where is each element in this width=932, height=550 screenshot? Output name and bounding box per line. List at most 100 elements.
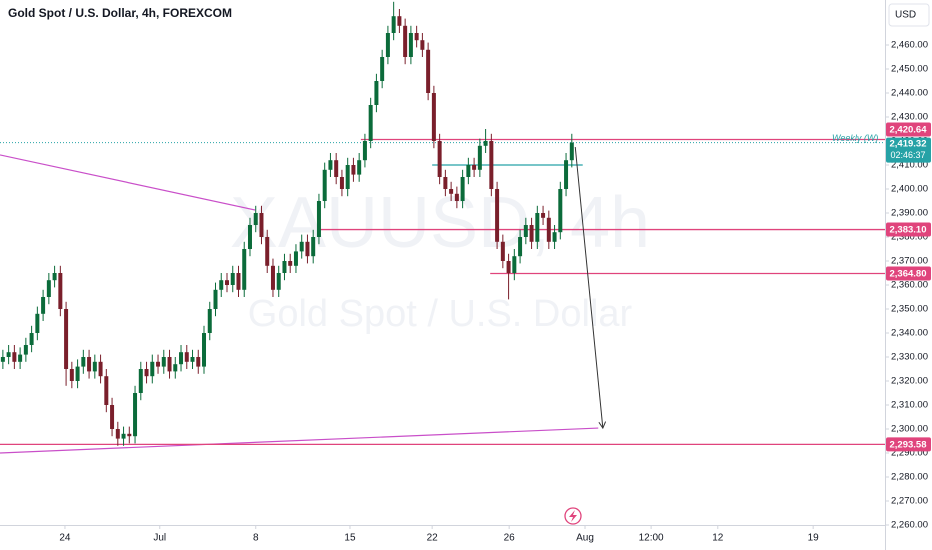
y-tick-label: 2,460.00 bbox=[891, 40, 928, 51]
candle-body bbox=[12, 352, 17, 362]
candle-body bbox=[69, 369, 74, 381]
candle-body bbox=[46, 280, 51, 297]
candle-body bbox=[558, 189, 563, 233]
candle-body bbox=[75, 366, 80, 381]
candle-body bbox=[552, 232, 557, 242]
price-label-box bbox=[886, 222, 931, 237]
candle-body bbox=[466, 165, 471, 177]
candle-body bbox=[23, 345, 28, 355]
candle-body bbox=[265, 237, 270, 266]
candle-body bbox=[276, 273, 281, 290]
y-tick-label: 2,390.00 bbox=[891, 208, 928, 219]
candle-body bbox=[437, 141, 442, 177]
candle-body bbox=[242, 249, 247, 290]
y-tick-label: 2,410.00 bbox=[891, 160, 928, 171]
candle-body bbox=[512, 256, 517, 273]
candle-body bbox=[351, 165, 356, 175]
trend-line bbox=[0, 427, 599, 454]
candle-body bbox=[374, 81, 379, 105]
candle-body bbox=[213, 289, 218, 309]
y-tick-label: 2,260.00 bbox=[891, 520, 928, 531]
watermark: XAUUSD, 4h bbox=[230, 183, 650, 263]
candle-body bbox=[368, 105, 373, 141]
candle-body bbox=[345, 165, 350, 189]
candle-body bbox=[397, 16, 402, 26]
candle-body bbox=[138, 369, 143, 393]
y-tick-label: 2,310.00 bbox=[891, 400, 928, 411]
candle-body bbox=[0, 357, 5, 362]
icon-bolt[interactable] bbox=[569, 510, 577, 522]
y-tick-label: 2,440.00 bbox=[891, 88, 928, 99]
candle-body bbox=[293, 251, 298, 266]
candle-body bbox=[179, 352, 184, 365]
candle-body bbox=[420, 40, 425, 50]
candle-body bbox=[403, 25, 408, 57]
y-tick-label: 2,320.00 bbox=[891, 376, 928, 387]
y-tick-label: 2,430.00 bbox=[891, 112, 928, 123]
candle-body bbox=[414, 33, 419, 41]
current-price-label: 2,419.32 bbox=[890, 139, 927, 150]
candle-body bbox=[150, 361, 155, 377]
candle-body bbox=[270, 265, 275, 290]
lightning-icon[interactable] bbox=[564, 507, 582, 525]
candle-body bbox=[477, 145, 482, 170]
currency[interactable]: USD bbox=[895, 10, 916, 21]
y-tick-label: 2,400.00 bbox=[891, 184, 928, 195]
y-tick-label: 2,350.00 bbox=[891, 304, 928, 315]
y-tick-label: 2,450.00 bbox=[891, 64, 928, 75]
candle-body bbox=[133, 393, 138, 437]
candle-body bbox=[472, 165, 477, 170]
candle-body bbox=[207, 309, 212, 333]
candle-body bbox=[127, 433, 132, 437]
candle-body bbox=[460, 177, 465, 201]
candle-body bbox=[339, 177, 344, 189]
candle-body bbox=[506, 261, 511, 273]
current-price-box bbox=[886, 137, 931, 163]
y-tick-label: 2,300.00 bbox=[891, 424, 928, 435]
x-tick-label: 22 bbox=[427, 533, 439, 544]
candle-body bbox=[518, 237, 523, 257]
candle-body bbox=[523, 225, 528, 237]
y-tick-label: 2,360.00 bbox=[891, 280, 928, 291]
price-label: 2,383.10 bbox=[890, 225, 927, 236]
candle-body bbox=[299, 241, 304, 252]
candle-body bbox=[541, 213, 546, 218]
candle-body bbox=[236, 273, 241, 290]
candle-body bbox=[328, 160, 333, 170]
y-tick-label: 2,380.00 bbox=[891, 232, 928, 243]
x-tick-label: 12:00 bbox=[639, 533, 664, 544]
price-label: 2,293.58 bbox=[890, 439, 927, 450]
candle-body bbox=[288, 261, 293, 266]
currency-button[interactable] bbox=[888, 3, 930, 27]
y-tick-label: 2,280.00 bbox=[891, 472, 928, 483]
candle-body bbox=[230, 273, 235, 285]
candle-body bbox=[110, 405, 115, 429]
candle-body bbox=[253, 213, 258, 225]
candle-body bbox=[385, 33, 390, 57]
candle-body bbox=[535, 213, 540, 242]
candle-body bbox=[6, 352, 11, 357]
candle-body bbox=[224, 280, 229, 285]
candle-body bbox=[483, 141, 488, 146]
x-tick-label: 19 bbox=[808, 533, 820, 544]
trend-line bbox=[0, 154, 256, 211]
candle-body bbox=[311, 237, 316, 257]
candle-body bbox=[247, 225, 252, 249]
candle-body bbox=[144, 369, 149, 377]
candle-body bbox=[81, 357, 86, 367]
candle-body bbox=[259, 213, 264, 237]
candle-body bbox=[426, 49, 431, 93]
x-tick-label: Aug bbox=[576, 533, 594, 544]
candle-body bbox=[495, 189, 500, 242]
candle-body bbox=[87, 357, 92, 372]
candle-body bbox=[362, 141, 367, 161]
candle-body bbox=[316, 201, 321, 237]
candle-body bbox=[431, 93, 436, 141]
candle-body bbox=[156, 361, 161, 367]
candle-body bbox=[282, 261, 287, 273]
x-tick-label: 15 bbox=[344, 533, 356, 544]
candle-body bbox=[35, 313, 40, 333]
candle-body bbox=[52, 273, 57, 281]
candle-body bbox=[161, 357, 166, 367]
